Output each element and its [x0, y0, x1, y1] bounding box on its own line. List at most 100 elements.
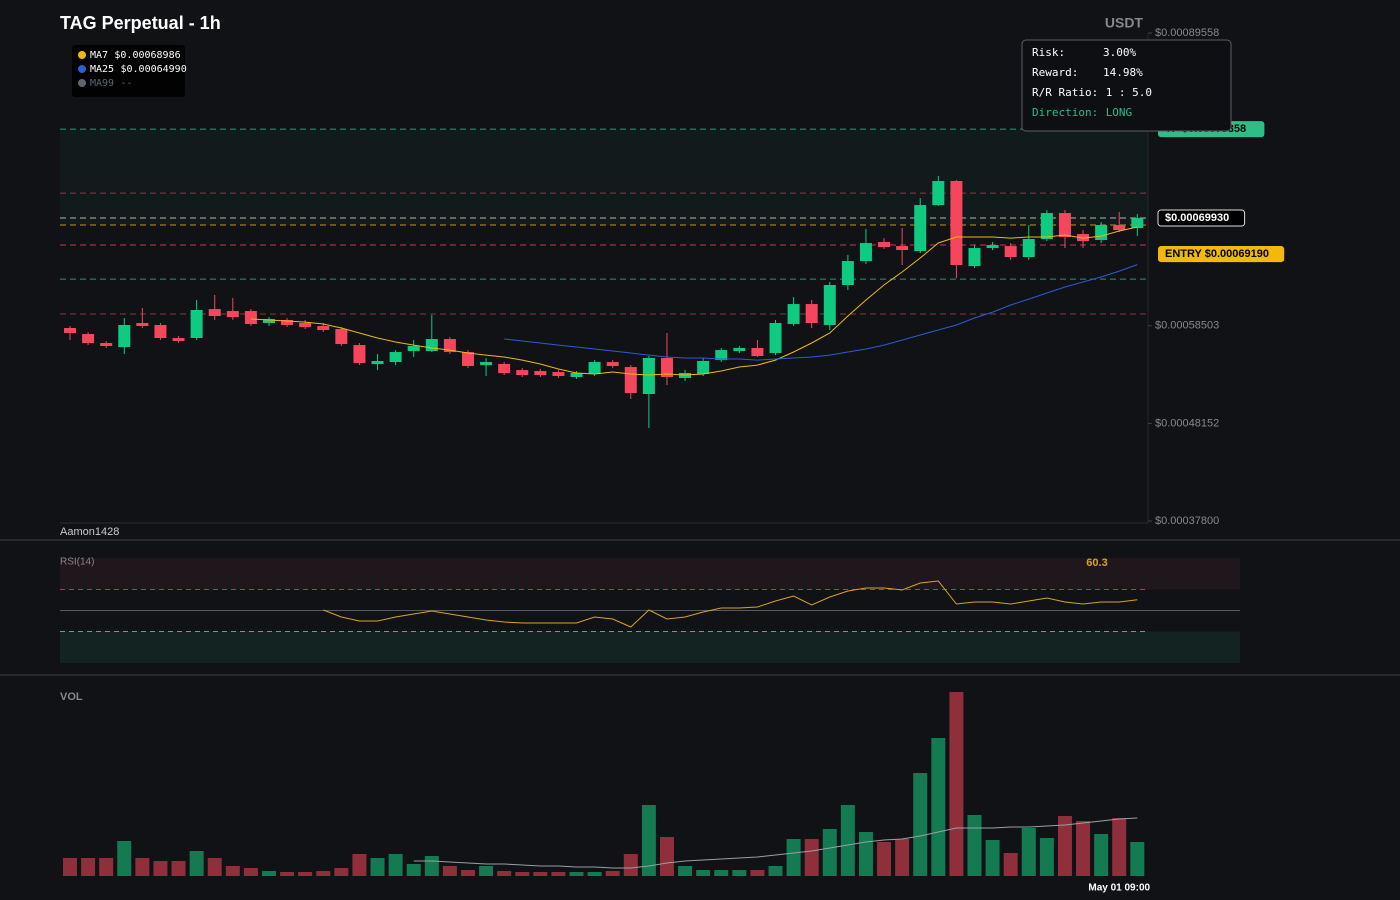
candle-body [606, 362, 619, 366]
candle-body [751, 347, 764, 357]
candle-body [172, 337, 185, 342]
volume-bar [985, 840, 1000, 876]
tooltip-label: Risk: [1032, 46, 1065, 59]
candle-body [950, 181, 963, 266]
candle-body [1131, 218, 1144, 229]
candle-body [968, 248, 981, 267]
volume-bar [1003, 853, 1018, 876]
volume-bar [406, 864, 421, 876]
volume-bar [605, 871, 620, 876]
volume-bar [587, 872, 602, 876]
candle-body [498, 364, 511, 373]
candle-body [805, 304, 818, 324]
candle-body [823, 285, 836, 325]
rsi-line [323, 580, 1138, 628]
legend-name: MA25 [90, 64, 114, 75]
volume-bar [424, 856, 439, 876]
volume-bar [786, 839, 801, 876]
volume-bar [623, 854, 638, 876]
y-tick-label: $0.00058503 [1155, 320, 1219, 332]
candle-body [697, 360, 710, 375]
y-tick-label: $0.00089558 [1155, 27, 1219, 39]
candle-body [461, 352, 474, 366]
candle-body [262, 319, 275, 324]
volume-bar [171, 861, 186, 876]
candle-body [1077, 233, 1090, 242]
x-tick-label: May 01 09:00 [1088, 883, 1150, 894]
candle-body [624, 367, 637, 394]
volume-bar [99, 858, 114, 876]
volume-bar [225, 866, 240, 876]
volume-bar [63, 858, 77, 876]
candle-body [299, 323, 312, 328]
candle-body [588, 362, 601, 375]
volume-bar [388, 854, 403, 876]
candle-body [715, 350, 728, 361]
candle-body [1040, 213, 1053, 239]
volume-bar [1021, 828, 1036, 876]
volume-bar [533, 872, 548, 876]
candle-body [1004, 246, 1017, 258]
tooltip-value: 3.00% [1103, 46, 1136, 59]
y-tick-label: $0.00037800 [1155, 515, 1219, 527]
volume-bar [804, 839, 819, 876]
volume-bar [442, 866, 457, 876]
candle-body [226, 311, 239, 318]
candle-body [516, 370, 529, 376]
candle-body [190, 309, 203, 338]
candle-body [1058, 213, 1071, 238]
level-badge-label: $0.00069930 [1165, 212, 1229, 224]
volume-bar [153, 861, 168, 876]
volume-bar [967, 815, 982, 876]
legend-dot [78, 51, 86, 59]
candle-body [208, 309, 221, 317]
quote-currency: USDT [1105, 15, 1144, 31]
tooltip-label: Direction: [1032, 106, 1098, 119]
volume-bar [750, 870, 765, 876]
volume-bar [858, 832, 873, 876]
volume-bar [298, 872, 313, 876]
candle-body [1022, 238, 1035, 258]
volume-bar [822, 829, 837, 876]
volume-bar [135, 858, 150, 876]
candle-body [660, 357, 673, 378]
volume-bar [1130, 842, 1145, 876]
legend-name: MA99 [90, 78, 114, 89]
candle-body [570, 372, 583, 378]
tooltip-label: R/R Ratio: [1032, 86, 1098, 99]
rsi-title: RSI(14) [60, 557, 94, 568]
volume-bar [497, 871, 512, 876]
volume-bar [840, 805, 855, 876]
volume-bar [370, 858, 385, 876]
candle-body [353, 345, 366, 363]
candle-body [733, 347, 746, 352]
volume-bar [261, 871, 276, 876]
volume-bar [1112, 818, 1127, 876]
tooltip-value: LONG [1106, 106, 1133, 119]
volume-bar [913, 773, 928, 876]
volume-bar [334, 868, 349, 876]
tooltip-value: 1 : 5.0 [1106, 86, 1152, 99]
ma-line [504, 264, 1138, 361]
candle-body [914, 205, 927, 252]
candle-body [534, 370, 547, 376]
volume-bar [352, 854, 367, 876]
volume-bar [931, 738, 946, 876]
volume-bar [515, 872, 530, 876]
candle-body [986, 245, 999, 249]
volume-ma-line [413, 817, 1138, 869]
volume-bar [316, 871, 331, 876]
watermark: Aamon1428 [60, 526, 119, 538]
legend-dot [78, 65, 86, 73]
candle-body [154, 324, 167, 338]
volume-bar [207, 858, 222, 876]
volume-bar [117, 841, 132, 876]
volume-bar [1076, 821, 1091, 876]
volume-bar [189, 851, 204, 876]
candle-body [371, 360, 384, 365]
volume-bar [81, 858, 96, 876]
volume-bar [768, 866, 783, 876]
